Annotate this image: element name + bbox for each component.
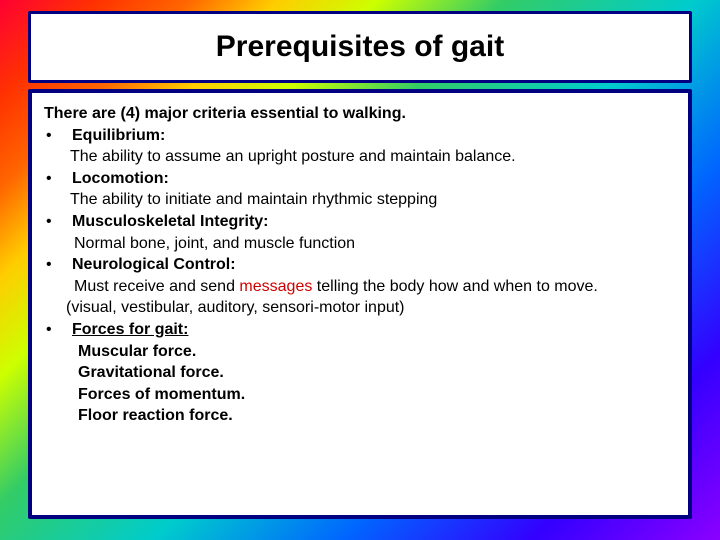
heading-text: Forces for gait: [72,321,188,338]
force-item: Muscular force. [44,341,676,363]
force-item: Forces of momentum. [44,384,676,406]
list-item: • Neurological Control: [44,254,676,276]
content-box: There are (4) major criteria essential t… [28,89,692,519]
intro-text: There are (4) major criteria essential t… [44,103,676,125]
item-heading: Neurological Control: [72,254,236,276]
desc-highlight: messages [239,278,312,295]
slide-frame: Prerequisites of gait There are (4) majo… [0,0,720,540]
item-desc: Must receive and send messages telling t… [44,276,676,298]
item-heading: Locomotion: [72,168,169,190]
bullet-icon: • [44,125,72,147]
bullet-icon: • [44,254,72,276]
item-heading: Musculoskeletal Integrity: [72,211,269,233]
heading-colon: : [160,127,165,144]
heading-text: Equilibrium [72,127,160,144]
list-item: • Forces for gait: [44,319,676,341]
slide-title: Prerequisites of gait [216,30,504,64]
heading-text: Musculoskeletal Integrity: [72,213,269,230]
force-item: Floor reaction force. [44,405,676,427]
list-item: • Equilibrium: [44,125,676,147]
title-box: Prerequisites of gait [28,11,692,83]
item-desc: The ability to assume an upright posture… [44,146,676,168]
item-desc: The ability to initiate and maintain rhy… [44,189,676,211]
list-item: • Musculoskeletal Integrity: [44,211,676,233]
bullet-icon: • [44,319,72,341]
item-heading: Forces for gait: [72,319,188,341]
bullet-icon: • [44,211,72,233]
desc-suffix: telling the body how and when to move. [312,278,598,295]
bullet-icon: • [44,168,72,190]
heading-colon: : [230,256,235,273]
item-desc: Normal bone, joint, and muscle function [44,233,676,255]
heading-colon: : [164,170,169,187]
item-paren: (visual, vestibular, auditory, sensori-m… [44,297,676,319]
list-item: • Locomotion: [44,168,676,190]
heading-text: Locomotion [72,170,164,187]
desc-prefix: Must receive and send [74,278,239,295]
heading-text: Neurological Control [72,256,230,273]
force-item: Gravitational force. [44,362,676,384]
item-heading: Equilibrium: [72,125,165,147]
